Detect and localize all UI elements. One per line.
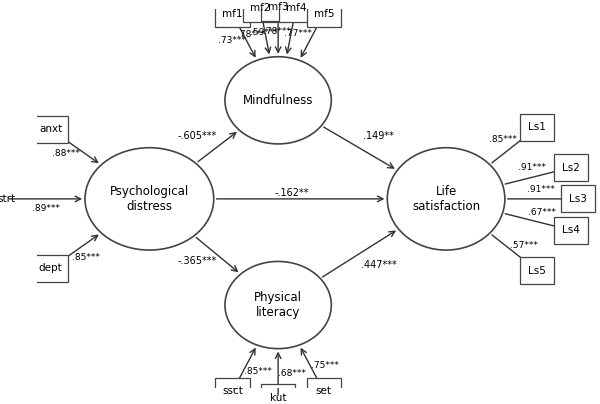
Text: .73***: .73*** (218, 36, 245, 45)
Text: .57***: .57*** (510, 241, 538, 250)
Text: -.162**: -.162** (275, 188, 310, 198)
Text: Ls5: Ls5 (528, 265, 546, 276)
FancyBboxPatch shape (215, 378, 250, 404)
FancyBboxPatch shape (307, 378, 341, 404)
Ellipse shape (225, 57, 331, 144)
Text: Ls2: Ls2 (562, 163, 580, 173)
FancyBboxPatch shape (34, 255, 68, 282)
FancyBboxPatch shape (261, 385, 295, 404)
Text: Ls1: Ls1 (528, 122, 546, 132)
Text: .85***: .85*** (72, 252, 100, 262)
Text: mf1: mf1 (222, 9, 243, 19)
FancyBboxPatch shape (560, 185, 595, 213)
Text: ssct: ssct (222, 387, 243, 396)
Text: mf4: mf4 (286, 3, 306, 13)
Text: .149**: .149** (364, 131, 394, 141)
Text: .67***: .67*** (527, 208, 556, 217)
Text: .91***: .91*** (527, 185, 555, 194)
Text: .88***: .88*** (52, 149, 80, 158)
Text: set: set (316, 387, 332, 396)
Text: .447***: .447*** (361, 260, 397, 270)
FancyBboxPatch shape (0, 185, 24, 213)
Text: .85***: .85*** (489, 135, 517, 144)
FancyBboxPatch shape (279, 0, 313, 22)
Text: mf5: mf5 (314, 9, 334, 19)
Text: .68***: .68*** (278, 369, 306, 378)
Text: Life
satisfaction: Life satisfaction (412, 185, 480, 213)
Text: .85***: .85*** (244, 367, 272, 376)
Text: Ls4: Ls4 (562, 225, 580, 235)
Text: kut: kut (270, 393, 286, 403)
FancyBboxPatch shape (520, 257, 554, 284)
Text: .75***: .75*** (311, 360, 338, 370)
Text: .89***: .89*** (32, 204, 60, 213)
FancyBboxPatch shape (261, 0, 295, 21)
FancyBboxPatch shape (554, 154, 588, 181)
Text: .59***: .59*** (250, 27, 278, 37)
Text: Physical
literacy: Physical literacy (254, 291, 302, 319)
Text: anxt: anxt (39, 124, 62, 135)
FancyBboxPatch shape (243, 0, 277, 22)
FancyBboxPatch shape (520, 114, 554, 141)
FancyBboxPatch shape (554, 217, 588, 244)
FancyBboxPatch shape (215, 0, 250, 27)
Text: -.365***: -.365*** (178, 257, 217, 267)
Text: dept: dept (39, 263, 62, 274)
Ellipse shape (387, 148, 505, 250)
Text: -.605***: -.605*** (178, 131, 217, 141)
Text: .78***: .78*** (263, 27, 291, 36)
Text: mf3: mf3 (268, 2, 289, 13)
Text: .91***: .91*** (518, 163, 546, 172)
Text: Ls3: Ls3 (569, 194, 587, 204)
Text: .78***: .78*** (237, 29, 265, 38)
Text: .77***: .77*** (284, 29, 313, 38)
Ellipse shape (225, 261, 331, 349)
Text: Mindfulness: Mindfulness (243, 94, 313, 107)
Text: Psychological
distress: Psychological distress (110, 185, 189, 213)
Ellipse shape (85, 148, 214, 250)
FancyBboxPatch shape (307, 0, 341, 27)
FancyBboxPatch shape (34, 116, 68, 143)
Text: mf2: mf2 (250, 3, 271, 13)
Text: strt: strt (0, 194, 16, 204)
